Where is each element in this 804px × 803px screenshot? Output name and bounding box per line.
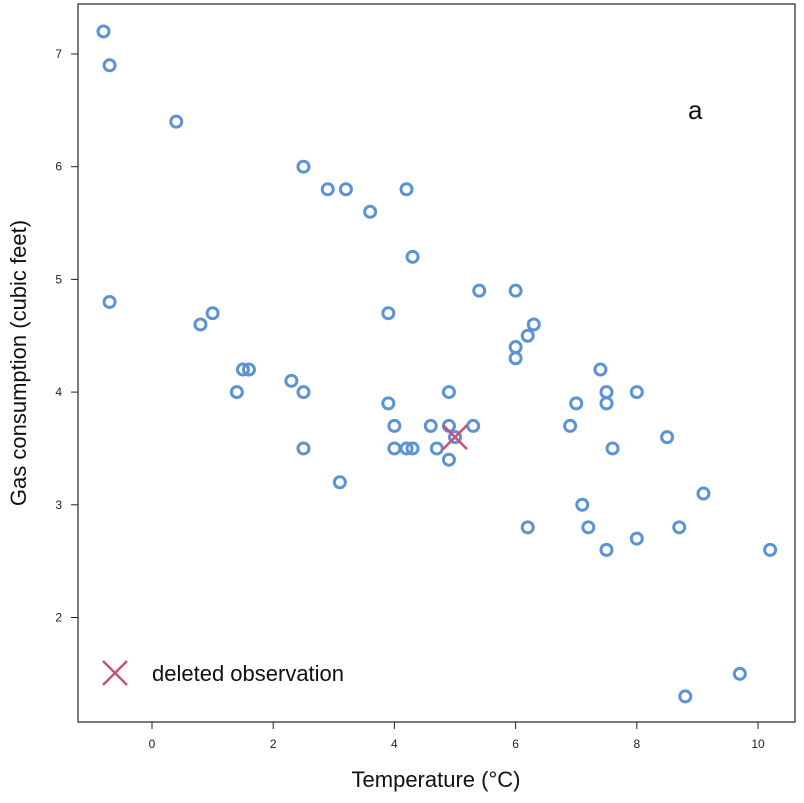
data-point bbox=[381, 396, 396, 411]
data-point bbox=[763, 542, 778, 557]
data-point bbox=[441, 452, 456, 467]
data-point bbox=[575, 497, 590, 512]
data-point bbox=[629, 385, 644, 400]
x-tick-label: 8 bbox=[633, 737, 640, 751]
data-point bbox=[381, 306, 396, 321]
legend-deleted-marker bbox=[102, 660, 128, 686]
data-point bbox=[363, 204, 378, 219]
x-tick-label: 0 bbox=[149, 737, 156, 751]
data-point bbox=[102, 58, 117, 73]
data-point bbox=[332, 475, 347, 490]
data-point bbox=[629, 531, 644, 546]
data-point bbox=[441, 385, 456, 400]
data-point bbox=[732, 666, 747, 681]
data-point bbox=[405, 441, 420, 456]
data-point bbox=[599, 385, 614, 400]
data-point bbox=[387, 418, 402, 433]
y-tick-label: 6 bbox=[55, 160, 62, 174]
y-tick-label: 5 bbox=[55, 272, 62, 286]
y-tick-label: 4 bbox=[55, 385, 62, 399]
data-point bbox=[405, 249, 420, 264]
x-tick-label: 2 bbox=[270, 737, 277, 751]
data-point bbox=[563, 418, 578, 433]
data-point bbox=[320, 182, 335, 197]
data-point bbox=[399, 441, 414, 456]
data-point bbox=[205, 306, 220, 321]
data-point bbox=[235, 362, 250, 377]
data-point bbox=[284, 373, 299, 388]
data-point bbox=[672, 520, 687, 535]
data-point bbox=[423, 418, 438, 433]
data-point bbox=[296, 159, 311, 174]
data-point bbox=[599, 542, 614, 557]
data-point bbox=[338, 182, 353, 197]
data-point bbox=[520, 328, 535, 343]
legend: deleted observation bbox=[102, 660, 344, 686]
data-point bbox=[526, 317, 541, 332]
panel-annotation: a bbox=[688, 95, 703, 125]
data-point bbox=[581, 520, 596, 535]
data-point bbox=[605, 441, 620, 456]
x-tick-label: 10 bbox=[751, 737, 765, 751]
data-point bbox=[466, 418, 481, 433]
data-point bbox=[593, 362, 608, 377]
data-point bbox=[229, 385, 244, 400]
data-point bbox=[569, 396, 584, 411]
data-point bbox=[508, 340, 523, 355]
data-point bbox=[429, 441, 444, 456]
x-tick-label: 6 bbox=[512, 737, 519, 751]
y-tick-label: 2 bbox=[55, 611, 62, 625]
x-axis-label: Temperature (°C) bbox=[352, 767, 521, 792]
data-point bbox=[660, 430, 675, 445]
data-point bbox=[387, 441, 402, 456]
y-axis-label: Gas consumption (cubic feet) bbox=[6, 220, 31, 506]
data-point bbox=[296, 441, 311, 456]
data-point bbox=[678, 689, 693, 704]
data-point bbox=[508, 283, 523, 298]
data-point bbox=[96, 24, 111, 39]
data-point bbox=[508, 351, 523, 366]
data-point bbox=[193, 317, 208, 332]
y-tick-label: 3 bbox=[55, 498, 62, 512]
data-point bbox=[102, 294, 117, 309]
plot-frame bbox=[77, 3, 796, 723]
deleted-marker-icon bbox=[102, 660, 128, 686]
data-point bbox=[296, 385, 311, 400]
legend-label: deleted observation bbox=[152, 661, 344, 686]
x-tick-label: 4 bbox=[391, 737, 398, 751]
data-point bbox=[169, 114, 184, 129]
y-tick-label: 7 bbox=[55, 47, 62, 61]
deleted-point bbox=[442, 424, 468, 451]
data-point bbox=[399, 182, 414, 197]
data-point bbox=[472, 283, 487, 298]
data-point bbox=[520, 520, 535, 535]
data-point bbox=[448, 430, 462, 445]
data-point bbox=[599, 396, 614, 411]
data-point bbox=[241, 362, 256, 377]
data-point bbox=[696, 486, 711, 501]
